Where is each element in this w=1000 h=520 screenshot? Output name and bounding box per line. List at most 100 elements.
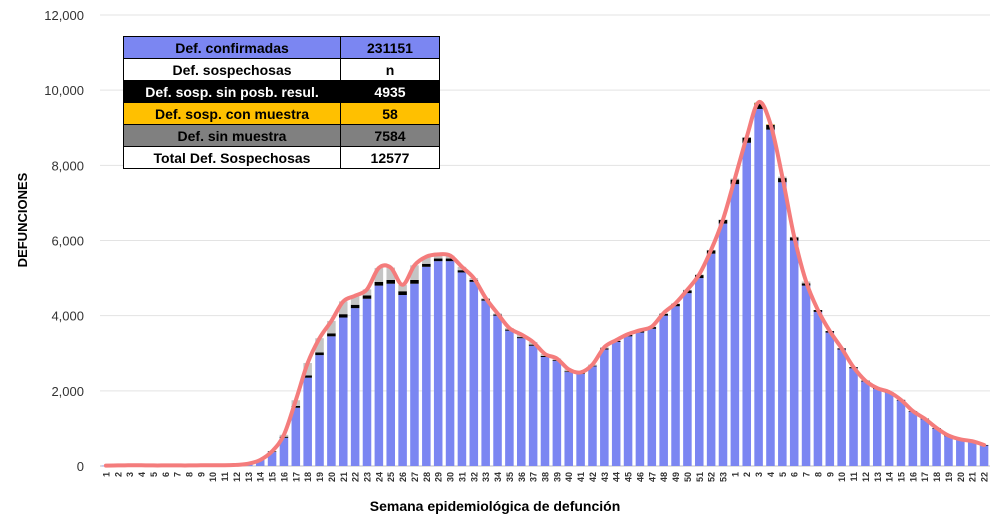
- x-tick-label: 2: [742, 472, 752, 477]
- bar-no-result: [315, 352, 324, 356]
- bar-confirmed: [327, 336, 336, 466]
- x-tick-label: 14: [885, 472, 895, 482]
- bar-confirmed: [635, 332, 645, 466]
- bar-confirmed: [445, 261, 455, 466]
- bar-confirmed: [849, 368, 858, 466]
- bar-confirmed: [315, 355, 324, 466]
- bar-no-sample: [350, 295, 360, 305]
- y-tick-label: 2,000: [51, 384, 84, 399]
- x-tick-label: 24: [374, 472, 384, 482]
- bar-confirmed: [552, 360, 562, 466]
- bar-no-result: [303, 375, 312, 378]
- bar-confirmed: [825, 332, 835, 466]
- bar-no-sample: [433, 254, 443, 259]
- x-tick-label: 20: [327, 472, 337, 482]
- x-tick-label: 39: [552, 472, 562, 482]
- x-tick-label: 1: [101, 472, 111, 477]
- bar-confirmed: [267, 451, 277, 466]
- legend-label: Def. sospechosas: [123, 58, 341, 81]
- bar-confirmed: [754, 108, 763, 466]
- legend-value: 231151: [340, 36, 440, 59]
- x-tick-label: 20: [956, 472, 966, 482]
- bar-confirmed: [659, 315, 668, 466]
- bar-no-sample: [315, 338, 324, 353]
- bar-confirmed: [279, 437, 289, 466]
- x-tick-label: 18: [932, 472, 942, 482]
- bar-confirmed: [884, 392, 894, 466]
- bar-confirmed: [564, 372, 574, 466]
- x-tick-label: 22: [980, 472, 990, 482]
- bar-no-sample: [338, 301, 348, 315]
- bar-confirmed: [386, 283, 396, 466]
- x-tick-label: 7: [173, 472, 183, 477]
- bar-confirmed: [422, 266, 431, 466]
- x-tick-label: 47: [647, 472, 657, 482]
- bar-confirmed: [671, 306, 680, 466]
- legend-label: Total Def. Sospechosas: [123, 146, 341, 169]
- x-tick-label: 41: [576, 472, 586, 482]
- bar-no-result: [338, 314, 348, 318]
- bar-confirmed: [481, 300, 490, 466]
- x-tick-label: 23: [363, 472, 373, 482]
- bar-no-sample: [362, 289, 372, 296]
- y-tick-labels: 0 2,000 4,000 6,000 8,000 10,000 12,000: [44, 8, 84, 474]
- x-tick-label: 43: [600, 472, 610, 482]
- legend-value: 7584: [340, 124, 440, 147]
- bar-confirmed: [493, 315, 502, 466]
- bar-no-sample: [398, 284, 407, 292]
- x-tick-label: 10: [208, 472, 218, 482]
- bar-confirmed: [528, 345, 538, 466]
- x-tick-label: 33: [481, 472, 491, 482]
- x-tick-label: 42: [588, 472, 598, 482]
- bar-no-sample: [374, 267, 384, 282]
- x-tick-label: 8: [813, 472, 823, 477]
- x-tick-labels: 1 2 3 4 5 6 7 8 9 10 11 12 13 14 15 16 17 18 19 20 21 22 23 24 2…: [101, 472, 989, 482]
- bar-confirmed: [457, 272, 467, 466]
- x-tick-label: 3: [125, 472, 135, 477]
- x-tick-label: 50: [683, 472, 693, 482]
- x-tick-label: 7: [802, 472, 812, 477]
- x-tick-label: 13: [244, 472, 254, 482]
- bar-no-sample: [422, 256, 431, 264]
- bar-confirmed: [956, 439, 965, 466]
- bar-confirmed: [742, 142, 752, 467]
- bar-confirmed: [433, 261, 443, 466]
- legend-row-total: Total Def. Sospechosas 12577: [123, 146, 440, 169]
- y-axis-label: DEFUNCIONES: [15, 172, 30, 267]
- x-tick-label: 36: [517, 472, 527, 482]
- x-tick-label: 11: [849, 472, 859, 482]
- x-tick-label: 8: [185, 472, 195, 477]
- x-tick-label: 52: [707, 472, 717, 482]
- x-tick-label: 9: [196, 472, 206, 477]
- bar-confirmed: [398, 294, 407, 466]
- legend-value: 58: [340, 102, 440, 125]
- x-tick-label: 29: [434, 472, 444, 482]
- x-tick-label: 28: [422, 472, 432, 482]
- x-tick-label: 40: [564, 472, 574, 482]
- x-tick-label: 21: [968, 472, 978, 482]
- x-tick-label: 9: [825, 472, 835, 477]
- x-tick-label: 25: [386, 472, 396, 482]
- x-tick-label: 19: [944, 472, 954, 482]
- bar-confirmed: [611, 341, 621, 466]
- x-tick-label: 1: [730, 472, 740, 477]
- x-tick-label: 31: [457, 472, 467, 482]
- bar-confirmed: [789, 240, 799, 466]
- x-tick-label: 11: [220, 472, 230, 482]
- x-tick-label: 19: [315, 472, 325, 482]
- bar-confirmed: [338, 317, 348, 466]
- bar-no-result: [457, 270, 467, 273]
- bar-no-result: [528, 344, 538, 346]
- bar-no-result: [327, 333, 336, 337]
- legend-value: n: [340, 58, 440, 81]
- legend-label: Def. sosp. sin posb. resul.: [123, 80, 341, 103]
- bar-confirmed: [374, 285, 384, 466]
- bar-confirmed: [694, 278, 704, 466]
- x-tick-label: 37: [529, 472, 539, 482]
- x-tick-label: 12: [232, 472, 242, 482]
- total-curve: [103, 99, 987, 468]
- x-tick-label: 4: [766, 472, 776, 477]
- y-tick-label: 4,000: [51, 309, 84, 324]
- bar-confirmed: [979, 445, 989, 466]
- bars: [101, 102, 989, 467]
